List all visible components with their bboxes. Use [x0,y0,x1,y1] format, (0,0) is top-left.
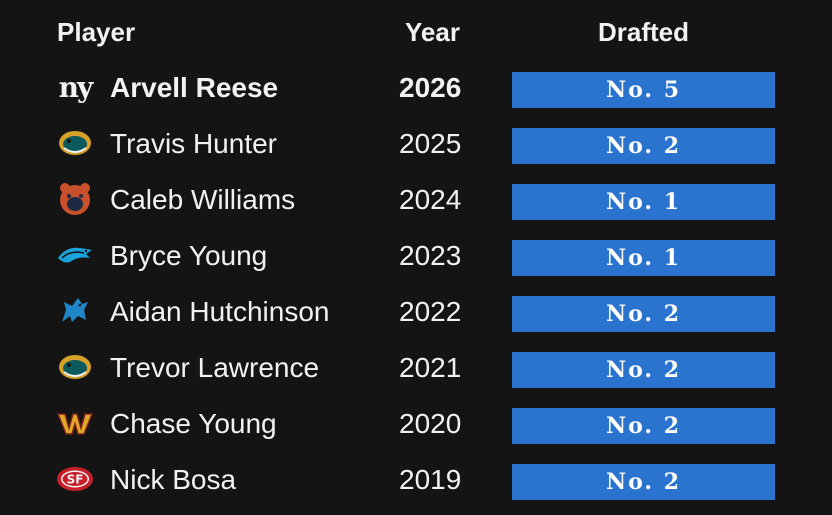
draft-year: 2026 [399,72,462,103]
player-name: Nick Bosa [110,464,237,495]
jaguars-logo-icon [56,348,94,386]
draft-year: 2022 [399,296,462,327]
bears-logo-icon [56,180,94,218]
table-row: Trevor Lawrence 2021 No. 2 [0,340,832,396]
player-name: Travis Hunter [110,128,278,159]
draft-year: 2025 [399,128,462,159]
draft-pick-badge: No. 1 [512,240,775,276]
player-name: Aidan Hutchinson [110,296,330,327]
49ers-logo-icon: SF [56,460,94,498]
draft-year: 2023 [399,240,462,271]
player-column-header: Player [57,17,136,47]
draft-year: 2021 [399,352,462,383]
player-name: Trevor Lawrence [110,352,320,383]
draft-pick-badge: No. 2 [512,128,775,164]
table-row: Caleb Williams 2024 No. 1 [0,172,832,228]
draft-pick-badge: No. 2 [512,408,775,444]
year-column-header: Year [405,17,460,47]
table-row: Chase Young 2020 No. 2 [0,396,832,452]
svg-text:SF: SF [67,473,84,487]
draft-year: 2024 [399,184,462,215]
draft-year: 2020 [399,408,462,439]
jaguars-logo-icon [56,124,94,162]
giants-logo-icon: ny [56,68,94,106]
svg-text:ny: ny [59,71,94,104]
draft-pick-badge: No. 2 [512,352,775,388]
draft-year: 2019 [399,464,462,495]
draft-pick-badge: No. 5 [512,72,775,108]
table-row: Aidan Hutchinson 2022 No. 2 [0,284,832,340]
player-name: Chase Young [110,408,277,439]
player-name: Arvell Reese [110,72,279,103]
commanders-logo-icon [56,404,94,442]
panthers-logo-icon [56,236,94,274]
table-row: ny Arvell Reese 2026 No. 5 [0,60,832,116]
lions-logo-icon [56,292,94,330]
drafted-column-header: Drafted [597,17,689,47]
draft-pick-badge: No. 1 [512,184,775,220]
player-name: Bryce Young [110,240,268,271]
table-row: Travis Hunter 2025 No. 2 [0,116,832,172]
player-name: Caleb Williams [110,184,296,215]
table-row: Bryce Young 2023 No. 1 [0,228,832,284]
draft-pick-badge: No. 2 [512,296,775,332]
table-row: SF Nick Bosa 2019 No. 2 [0,452,832,508]
draft-pick-badge: No. 2 [512,464,775,500]
